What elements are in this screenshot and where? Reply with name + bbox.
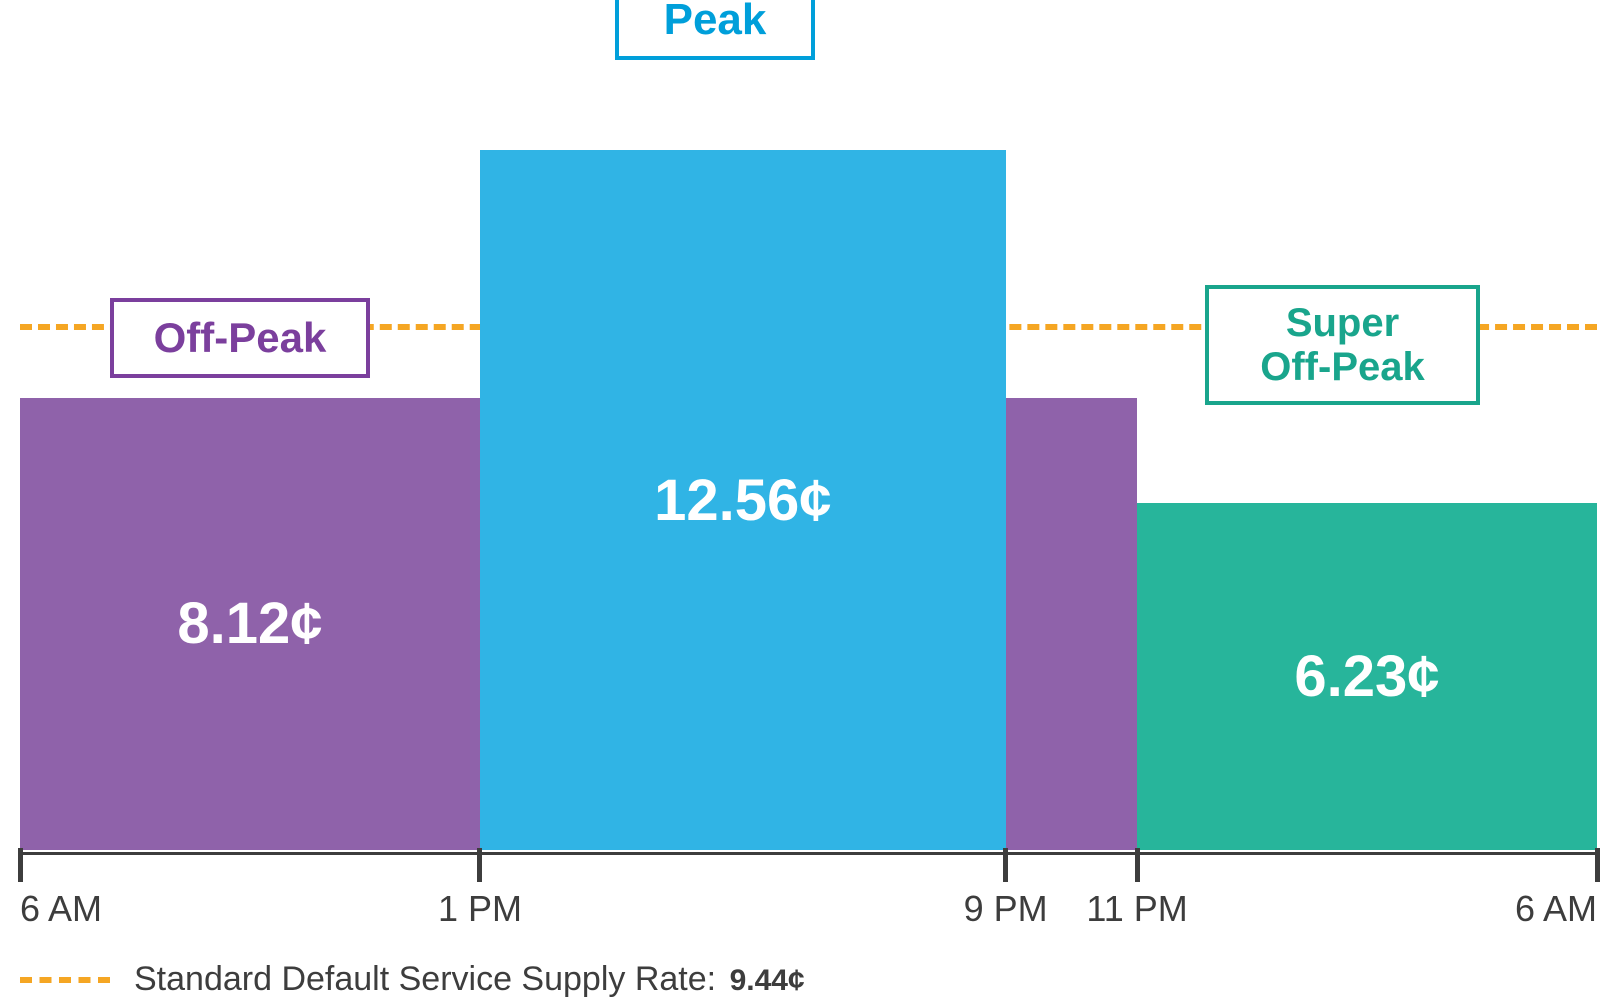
x-axis-line — [20, 852, 1597, 855]
period-label-peak: Peak — [615, 0, 815, 60]
legend-value: 9.44¢ — [730, 964, 805, 997]
legend-text-wrap: Standard Default Service Supply Rate: 9.… — [134, 960, 805, 999]
axis-tick — [477, 848, 482, 882]
period-label-super-off-peak: Super Off-Peak — [1205, 285, 1480, 405]
legend-dash-icon — [20, 977, 110, 983]
axis-label: 9 PM — [964, 888, 1048, 930]
bar-off-peak-am: 8.12¢ — [20, 398, 480, 850]
axis-label: 11 PM — [1086, 888, 1187, 930]
bar-peak: 12.56¢ — [480, 150, 1006, 850]
bar-value: 6.23¢ — [1294, 643, 1439, 710]
axis-tick — [1003, 848, 1008, 882]
axis-label: 6 AM — [20, 888, 102, 930]
axis-label: 1 PM — [438, 888, 522, 930]
bar-value: 8.12¢ — [177, 590, 322, 657]
bar-value: 12.56¢ — [654, 467, 831, 534]
plot-area: 8.12¢12.56¢6.23¢Off-PeakPeakSuper Off-Pe… — [20, 20, 1597, 850]
bar-super-off-peak: 6.23¢ — [1137, 503, 1597, 850]
axis-tick — [18, 848, 23, 882]
bar-off-peak-pm — [1006, 398, 1137, 850]
axis-tick — [1135, 848, 1140, 882]
axis-tick — [1595, 848, 1600, 882]
legend-prefix: Standard Default Service Supply Rate: — [134, 960, 716, 998]
rate-chart: 8.12¢ 12.56¢ 6.23¢ Off-Peak Peak Super Off-Pe… — [0, 0, 1617, 1006]
axis-label: 6 AM — [1515, 888, 1597, 930]
period-label-off-peak: Off-Peak — [110, 298, 370, 378]
legend: Standard Default Service Supply Rate: 9.… — [20, 960, 805, 999]
